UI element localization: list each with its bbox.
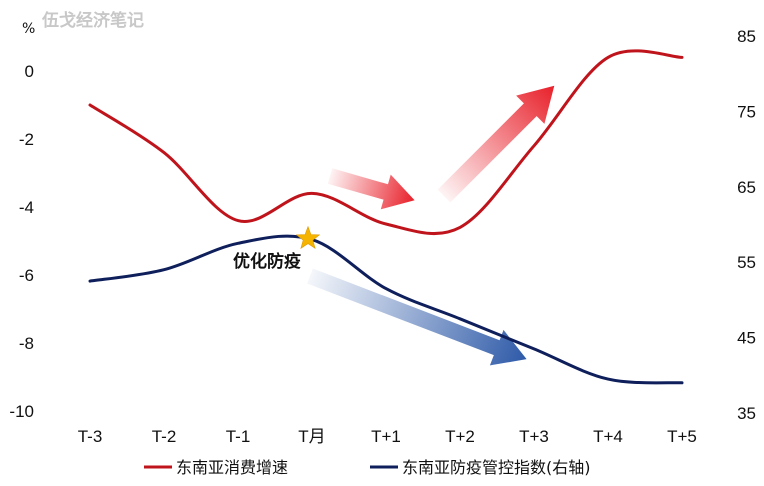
x-tick-label: T+4: [593, 427, 623, 446]
x-tick-label: T+1: [371, 427, 401, 446]
annotation-group: 优化防疫: [233, 225, 321, 272]
left-axis-ticks: 0 -2 -4 -6 -8 -10: [9, 62, 34, 421]
right-tick-label: 65: [737, 178, 756, 197]
left-tick-label: -2: [19, 130, 34, 149]
legend-label-control-index: 东南亚防疫管控指数(右轴): [402, 458, 591, 477]
right-tick-label: 35: [737, 404, 756, 423]
watermark-text: 伍戈经济笔记: [41, 10, 144, 31]
x-tick-label: T-2: [152, 427, 177, 446]
x-tick-label: T+3: [519, 427, 549, 446]
x-axis-ticks: T-3 T-2 T-1 T月 T+1 T+2 T+3 T+4 T+5: [78, 427, 697, 446]
control-index-line: [88, 234, 684, 385]
x-tick-label: T月: [298, 427, 325, 446]
left-axis-unit: %: [22, 21, 35, 37]
annotation-text: 优化防疫: [233, 251, 301, 272]
red-arrow-down-right: [327, 168, 415, 210]
star-marker: [295, 225, 321, 249]
x-tick-label: T+5: [667, 427, 697, 446]
right-axis-ticks: 85 75 65 55 45 35: [737, 27, 756, 423]
left-tick-label: -4: [19, 198, 34, 217]
trend-arrows: [307, 85, 555, 366]
x-tick-label: T-1: [226, 427, 251, 446]
left-tick-label: -10: [9, 402, 34, 421]
left-tick-label: -8: [19, 334, 34, 353]
red-arrow-up-right: [437, 85, 555, 203]
right-tick-label: 75: [737, 102, 756, 121]
left-tick-label: -6: [19, 266, 34, 285]
x-tick-label: T+2: [445, 427, 475, 446]
x-tick-label: T-3: [78, 427, 103, 446]
left-tick-label: 0: [25, 62, 34, 81]
consumption-growth-line: [88, 49, 684, 236]
legend: 东南亚消费增速 东南亚防疫管控指数(右轴): [144, 458, 591, 477]
right-tick-label: 55: [737, 253, 756, 272]
legend-label-consumption: 东南亚消费增速: [176, 458, 288, 477]
series-lines: [88, 49, 684, 385]
blue-arrow-down-right: [307, 268, 527, 366]
right-tick-label: 85: [737, 27, 756, 46]
right-tick-label: 45: [737, 329, 756, 348]
